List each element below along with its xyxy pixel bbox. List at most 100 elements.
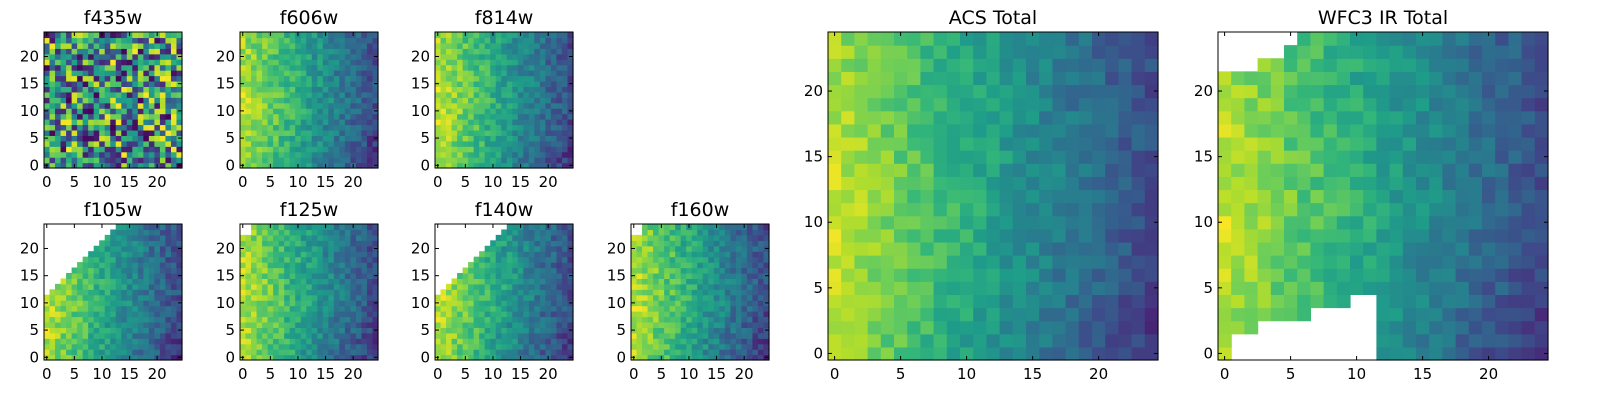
- heatmap-cell: [88, 140, 95, 147]
- heatmap-cell: [880, 294, 895, 309]
- heatmap-cell: [143, 124, 150, 131]
- heatmap-cell: [273, 135, 280, 142]
- heatmap-cell: [920, 228, 935, 243]
- heatmap-cell: [143, 234, 150, 241]
- heatmap-cell: [317, 251, 324, 258]
- heatmap-cell: [854, 71, 869, 86]
- heatmap-cell: [240, 262, 247, 269]
- heatmap-cell: [148, 245, 155, 252]
- heatmap-cell: [506, 119, 513, 126]
- heatmap-cell: [361, 157, 368, 164]
- heatmap-cell: [528, 162, 535, 169]
- heatmap-cell: [350, 327, 357, 334]
- heatmap-cell: [104, 245, 111, 252]
- heatmap-cell: [49, 91, 56, 98]
- heatmap-cell: [137, 321, 144, 328]
- heatmap-cell: [165, 234, 172, 241]
- heatmap-cell: [854, 150, 869, 164]
- heatmap-cell: [121, 283, 128, 290]
- heatmap-cell: [999, 333, 1014, 348]
- heatmap-cell: [317, 338, 324, 345]
- heatmap-cell: [446, 32, 453, 39]
- heatmap-cell: [495, 151, 502, 158]
- heatmap-cell: [473, 91, 480, 98]
- heatmap-cell: [295, 267, 302, 274]
- heatmap-cell: [278, 113, 285, 120]
- heatmap-cell: [534, 316, 541, 323]
- heatmap-cell: [1039, 307, 1053, 322]
- heatmap-cell: [77, 80, 84, 87]
- heatmap-cell: [372, 262, 379, 269]
- heatmap-cell: [361, 283, 368, 290]
- heatmap-cells: [44, 32, 183, 169]
- heatmap-cell: [479, 272, 486, 279]
- heatmap-cell: [372, 240, 379, 247]
- heatmap-cell: [468, 113, 475, 120]
- heatmap-cell: [93, 256, 100, 263]
- heatmap-cell: [366, 97, 374, 104]
- heatmap-cell: [550, 59, 558, 66]
- heatmap-cell: [545, 146, 552, 153]
- heatmap-cell: [165, 305, 172, 312]
- heatmap-cell: [273, 289, 280, 296]
- heatmap-cell: [278, 283, 285, 290]
- heatmap-cell: [148, 124, 155, 131]
- x-tick-label: 5: [266, 173, 276, 191]
- heatmap-cell: [295, 64, 302, 71]
- heatmap-cell: [946, 241, 961, 256]
- heatmap-cell: [724, 338, 731, 345]
- heatmap-cell: [110, 64, 117, 71]
- heatmap-cell: [1078, 84, 1093, 99]
- heatmap-cell: [440, 53, 447, 60]
- heatmap-cell: [154, 321, 161, 328]
- heatmap-cell: [132, 224, 139, 231]
- heatmap-cell: [561, 283, 569, 290]
- heatmap-cell: [262, 338, 269, 345]
- heatmap-cell: [93, 278, 100, 285]
- heatmap-cell: [306, 162, 313, 169]
- heatmap-cell: [741, 234, 748, 241]
- heatmap-cell: [137, 91, 144, 98]
- heatmap-cell: [550, 113, 558, 120]
- heatmap-cell: [664, 300, 671, 307]
- heatmap-cell: [702, 316, 709, 323]
- heatmap-cell: [77, 42, 84, 49]
- heatmap-cell: [686, 283, 693, 290]
- heatmap-cell: [702, 229, 709, 236]
- heatmap-cell: [545, 278, 552, 285]
- heatmap-cell: [550, 294, 558, 301]
- heatmap-cell: [512, 162, 519, 169]
- heatmap-cell: [1052, 333, 1067, 348]
- heatmap-cell: [99, 108, 106, 115]
- heatmap-cell: [132, 53, 139, 60]
- heatmap-cell: [854, 123, 869, 138]
- heatmap-cell: [1105, 320, 1119, 335]
- heatmap-cell: [1118, 84, 1133, 99]
- heatmap-cell: [245, 37, 252, 44]
- heatmap-cell: [567, 157, 574, 164]
- heatmap-cell: [55, 289, 62, 296]
- heatmap-cell: [289, 113, 296, 120]
- heatmap-cell: [490, 113, 497, 120]
- heatmap-cell: [658, 321, 665, 328]
- heatmap-cell: [691, 283, 698, 290]
- heatmap-cell: [708, 316, 715, 323]
- y-tick-label: 20: [20, 239, 39, 257]
- heatmap-cell: [115, 262, 122, 269]
- heatmap-cell: [295, 70, 302, 77]
- heatmap-cell: [539, 48, 546, 55]
- heatmap-cell: [262, 124, 269, 131]
- heatmap-cell: [653, 332, 660, 339]
- heatmap-cell: [528, 338, 535, 345]
- heatmap-cell: [973, 333, 987, 348]
- heatmap-cell: [735, 240, 742, 247]
- heatmap-cell: [311, 305, 318, 312]
- heatmap-cell: [446, 75, 453, 82]
- heatmap-cell: [561, 80, 569, 87]
- heatmap-cell: [1144, 307, 1159, 322]
- heatmap-cell: [159, 91, 167, 98]
- heatmap-cell: [322, 349, 329, 356]
- heatmap-cell: [137, 332, 144, 339]
- heatmap-cell: [730, 354, 737, 361]
- heatmap-cell: [159, 37, 167, 44]
